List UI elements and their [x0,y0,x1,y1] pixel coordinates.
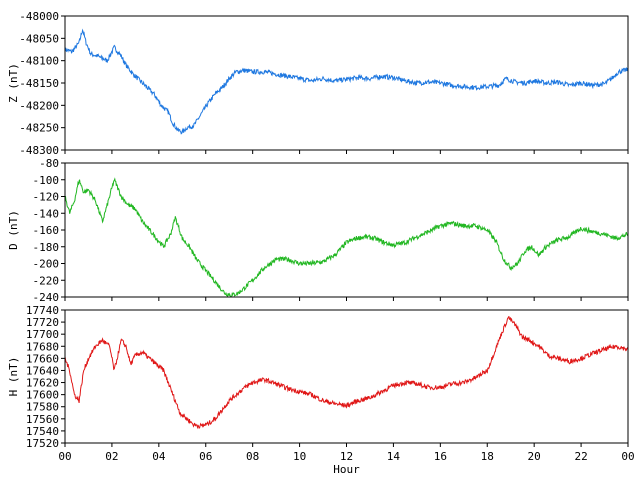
h-x-tick-label-9: 18 [481,450,494,463]
h-y-tick-label-4: 17660 [26,352,59,365]
h-y-tick-label-7: 17600 [26,389,59,402]
d-y-tick-label-4: -160 [33,224,60,237]
h-plot-frame [64,309,629,444]
h-y-tick-label-1: 17720 [26,316,59,329]
h-y-axis-label: H (nT) [7,357,20,397]
h-y-tick-label-2: 17700 [26,328,59,341]
x-axis-label: Hour [333,463,360,476]
d-y-tick-label-7: -220 [33,274,60,287]
h-y-tick-label-0: 17740 [26,304,59,317]
z-y-tick-label-2: -48100 [19,55,59,68]
h-y-tick-label-11: 17520 [26,437,59,450]
h-x-tick-label-4: 08 [246,450,259,463]
z-series-line-0 [64,28,629,135]
d-y-tick-label-8: -240 [33,291,60,304]
h-x-tick-label-3: 06 [199,450,212,463]
h-x-tick-label-6: 12 [340,450,353,463]
h-x-tick-label-5: 10 [293,450,306,463]
z-y-tick-label-6: -48300 [19,144,59,157]
d-y-axis-label: D (nT) [7,210,20,250]
h-series-line-0 [64,316,629,430]
z-y-tick-label-1: -48050 [19,32,59,45]
d-y-tick-label-3: -140 [33,207,60,220]
d-y-tick-label-6: -200 [33,258,60,271]
h-y-tick-label-9: 17560 [26,413,59,426]
h-x-tick-label-1: 02 [105,450,118,463]
z-y-axis-label: Z (nT) [7,63,20,103]
d-y-tick-label-5: -180 [33,241,60,254]
h-x-tick-label-2: 04 [152,450,166,463]
h-x-tick-label-8: 16 [434,450,447,463]
h-x-tick-label-10: 20 [528,450,541,463]
h-y-tick-label-8: 17580 [26,401,59,414]
h-y-tick-label-6: 17620 [26,377,59,390]
d-y-tick-label-1: -100 [33,174,60,187]
z-y-tick-label-0: -48000 [19,10,59,23]
z-y-tick-label-3: -48150 [19,77,59,90]
h-y-tick-label-5: 17640 [26,364,59,377]
d-y-tick-label-2: -120 [33,191,60,204]
h-x-tick-label-0: 00 [58,450,71,463]
h-y-tick-label-10: 17540 [26,425,59,438]
h-x-tick-label-12: 00 [621,450,634,463]
z-y-tick-label-4: -48200 [19,99,59,112]
d-y-tick-label-0: -80 [39,157,59,170]
d-series-line-0 [64,177,629,298]
h-x-tick-label-11: 22 [574,450,587,463]
z-y-tick-label-5: -48250 [19,122,59,135]
h-x-tick-label-7: 14 [387,450,401,463]
h-y-tick-label-3: 17680 [26,340,59,353]
